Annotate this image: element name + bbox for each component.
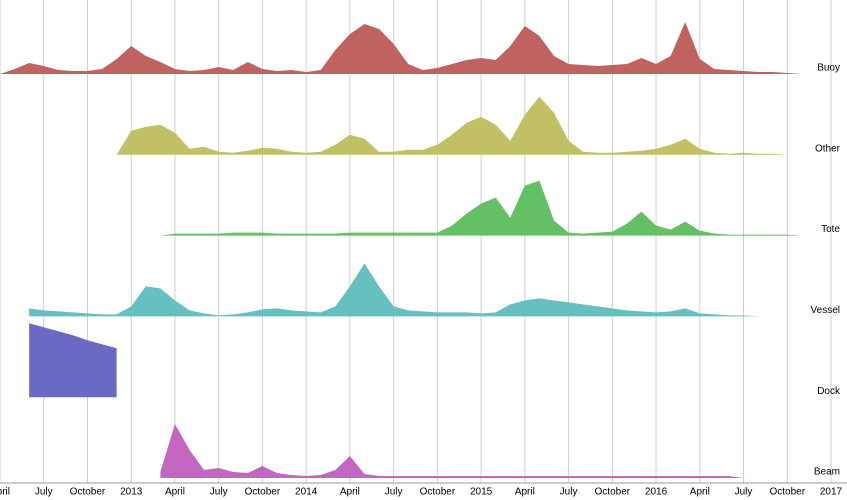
ridge-area xyxy=(0,22,802,74)
x-tick-label: July xyxy=(735,487,753,498)
x-tick-label: April xyxy=(515,487,535,498)
series-label: Vessel xyxy=(811,305,840,316)
series-label: Buoy xyxy=(817,63,840,74)
ridge-area xyxy=(29,263,759,317)
x-tick-label: April xyxy=(165,487,185,498)
series-label: Tote xyxy=(821,224,840,235)
x-tick-label: October xyxy=(70,487,106,498)
x-tick-label: 2014 xyxy=(295,487,318,498)
ridge-area xyxy=(116,96,788,155)
x-tick-label: 2015 xyxy=(470,487,493,498)
x-tick-label: July xyxy=(385,487,403,498)
x-tick-label: October xyxy=(420,487,456,498)
x-tick-label: April xyxy=(0,487,10,498)
x-tick-label: July xyxy=(560,487,578,498)
x-tick-label: July xyxy=(210,487,228,498)
ridge-area xyxy=(160,180,802,236)
x-tick-label: July xyxy=(35,487,53,498)
series-label: Dock xyxy=(817,386,841,397)
x-tick-label: April xyxy=(340,487,360,498)
x-tick-label: 2017 xyxy=(820,487,843,498)
ridge-area xyxy=(29,323,117,398)
x-tick-label: October xyxy=(769,487,805,498)
x-tick-label: October xyxy=(595,487,631,498)
x-tick-label: 2013 xyxy=(120,487,143,498)
series-label: Other xyxy=(815,143,841,154)
ridge-area xyxy=(160,424,744,478)
x-tick-label: 2016 xyxy=(645,487,668,498)
grid xyxy=(0,0,832,483)
x-tick-label: April xyxy=(690,487,710,498)
x-tick-label: October xyxy=(245,487,281,498)
series-label: Beam xyxy=(814,467,840,478)
